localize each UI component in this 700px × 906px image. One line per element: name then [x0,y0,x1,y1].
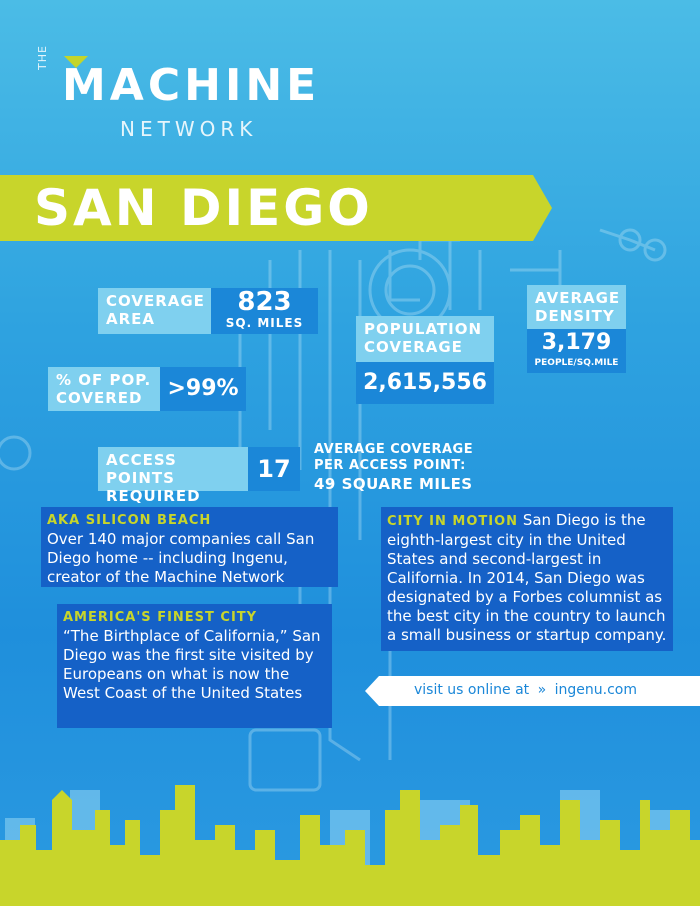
logo-accent-triangle [64,56,88,68]
access-points-label-line2: REQUIRED [106,487,201,505]
population-coverage-value: 2,615,556 [356,362,494,404]
silicon-beach-card: AKA SILICON BEACH Over 140 major compani… [41,507,338,587]
avg-coverage-line3: 49 SQUARE MILES [314,475,473,493]
logo-the-text: THE [36,45,49,70]
pct-covered-label-line2: COVERED [56,389,143,407]
finest-city-body: “The Birthplace of California,” San Dieg… [63,627,321,702]
visit-link[interactable]: visit us online at » ingenu.com [414,682,637,698]
page-title: SAN DIEGO [34,179,373,237]
avg-coverage-line2: PER ACCESS POINT: [314,458,466,473]
silicon-beach-heading: AKA SILICON BEACH [47,513,212,528]
city-in-motion-heading: CITY IN MOTION [387,514,519,529]
city-skyline-illustration [0,785,700,906]
pct-covered-label: % OF POP. COVERED [48,367,160,411]
city-in-motion-card: CITY IN MOTION San Diego is the eighth-l… [381,507,673,651]
average-density-label-line2: DENSITY [535,307,615,325]
average-density-unit: PEOPLE/SQ.MILE [534,358,619,368]
coverage-area-label-line1: COVERAGE [106,292,205,310]
finest-city-heading: AMERICA'S FINEST CITY [63,610,258,625]
visit-url[interactable]: ingenu.com [554,682,637,698]
silicon-beach-body: Over 140 major companies call San Diego … [47,530,315,586]
pct-covered-value: >99% [160,367,246,411]
logo-network-text: NETWORK [120,117,258,141]
average-density-value: 3,179 [541,330,612,355]
pct-covered-label-line1: % OF POP. [56,371,152,389]
coverage-area-value-box: 823 SQ. MILES [211,288,318,334]
average-density-value-box: 3,179 PEOPLE/SQ.MILE [527,329,626,373]
title-banner [0,175,552,241]
visit-arrow-icon: » [537,682,547,698]
coverage-area-label-line2: AREA [106,310,156,328]
population-coverage-label: POPULATION COVERAGE [356,316,494,362]
access-points-value: 17 [248,447,300,491]
population-coverage-label-line1: POPULATION [364,320,483,338]
avg-coverage-block: AVERAGE COVERAGE PER ACCESS POINT: 49 SQ… [314,442,473,494]
visit-link-bar[interactable] [365,676,700,706]
coverage-area-unit: SQ. MILES [225,316,304,330]
visit-text: visit us online at [414,682,530,698]
average-density-label: AVERAGE DENSITY [527,285,626,329]
city-in-motion-body: San Diego is the eighth-largest city in … [387,511,667,644]
population-coverage-label-line2: COVERAGE [364,338,463,356]
finest-city-card: AMERICA'S FINEST CITY “The Birthplace of… [57,604,332,728]
coverage-area-label: COVERAGE AREA [98,288,211,334]
average-density-label-line1: AVERAGE [535,289,621,307]
access-points-label-line1: ACCESS POINTS [106,451,177,487]
access-points-label: ACCESS POINTS REQUIRED [98,447,248,505]
logo-machine-text: MACHINE [62,60,321,111]
avg-coverage-line1: AVERAGE COVERAGE [314,442,474,457]
coverage-area-value: 823 [237,287,292,317]
